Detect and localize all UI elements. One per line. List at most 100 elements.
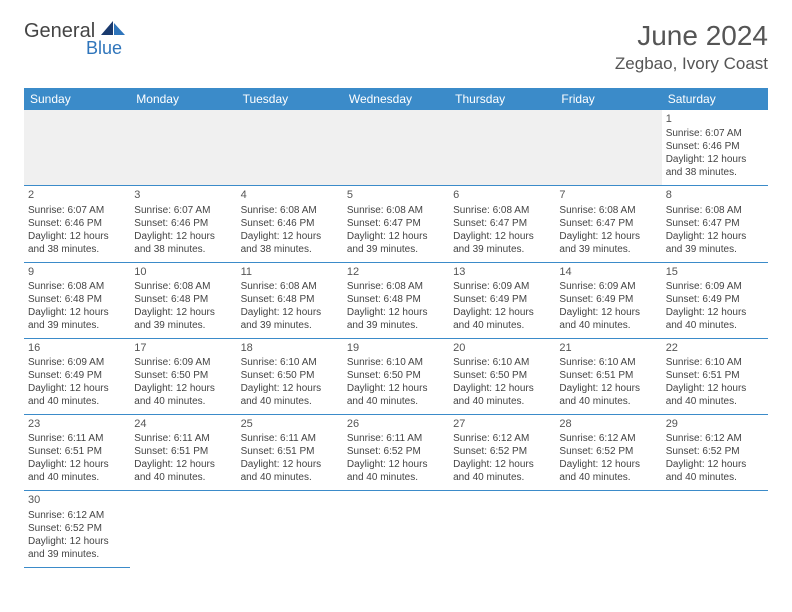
location-label: Zegbao, Ivory Coast — [615, 54, 768, 74]
day-number: 20 — [453, 341, 551, 355]
sunrise-line: Sunrise: 6:08 AM — [134, 280, 232, 293]
daylight-line: Daylight: 12 hours and 39 minutes. — [347, 306, 445, 332]
sunrise-line: Sunrise: 6:09 AM — [453, 280, 551, 293]
day-number: 16 — [28, 341, 126, 355]
sunrise-line: Sunrise: 6:09 AM — [666, 280, 764, 293]
sunrise-line: Sunrise: 6:10 AM — [453, 356, 551, 369]
dayname-header: Monday — [130, 88, 236, 110]
day-cell: 3Sunrise: 6:07 AMSunset: 6:46 PMDaylight… — [130, 186, 236, 262]
daylight-line: Daylight: 12 hours and 39 minutes. — [28, 306, 126, 332]
day-cell: 20Sunrise: 6:10 AMSunset: 6:50 PMDayligh… — [449, 338, 555, 414]
day-cell: 7Sunrise: 6:08 AMSunset: 6:47 PMDaylight… — [555, 186, 661, 262]
day-cell: 15Sunrise: 6:09 AMSunset: 6:49 PMDayligh… — [662, 262, 768, 338]
sunrise-line: Sunrise: 6:08 AM — [28, 280, 126, 293]
dayname-header: Wednesday — [343, 88, 449, 110]
daylight-line: Daylight: 12 hours and 39 minutes. — [241, 306, 339, 332]
sunrise-line: Sunrise: 6:10 AM — [559, 356, 657, 369]
sunset-line: Sunset: 6:51 PM — [666, 369, 764, 382]
day-number: 13 — [453, 265, 551, 279]
sunrise-line: Sunrise: 6:08 AM — [241, 280, 339, 293]
daylight-line: Daylight: 12 hours and 40 minutes. — [28, 458, 126, 484]
daylight-line: Daylight: 12 hours and 40 minutes. — [453, 382, 551, 408]
sunset-line: Sunset: 6:52 PM — [28, 522, 126, 535]
day-cell: 9Sunrise: 6:08 AMSunset: 6:48 PMDaylight… — [24, 262, 130, 338]
dayname-header: Sunday — [24, 88, 130, 110]
sunrise-line: Sunrise: 6:12 AM — [28, 509, 126, 522]
day-number: 29 — [666, 417, 764, 431]
daylight-line: Daylight: 12 hours and 40 minutes. — [666, 306, 764, 332]
calendar-row: 23Sunrise: 6:11 AMSunset: 6:51 PMDayligh… — [24, 415, 768, 491]
calendar-row: 2Sunrise: 6:07 AMSunset: 6:46 PMDaylight… — [24, 186, 768, 262]
day-number: 15 — [666, 265, 764, 279]
daylight-line: Daylight: 12 hours and 40 minutes. — [559, 382, 657, 408]
sunrise-line: Sunrise: 6:08 AM — [666, 204, 764, 217]
daylight-line: Daylight: 12 hours and 39 minutes. — [134, 306, 232, 332]
sunrise-line: Sunrise: 6:10 AM — [347, 356, 445, 369]
calendar-row: 16Sunrise: 6:09 AMSunset: 6:49 PMDayligh… — [24, 338, 768, 414]
sunset-line: Sunset: 6:47 PM — [453, 217, 551, 230]
daylight-line: Daylight: 12 hours and 40 minutes. — [559, 306, 657, 332]
day-number: 8 — [666, 188, 764, 202]
day-cell: 25Sunrise: 6:11 AMSunset: 6:51 PMDayligh… — [237, 415, 343, 491]
daylight-line: Daylight: 12 hours and 40 minutes. — [453, 306, 551, 332]
daylight-line: Daylight: 12 hours and 38 minutes. — [134, 230, 232, 256]
empty-cell — [343, 491, 449, 567]
calendar-row: 1Sunrise: 6:07 AMSunset: 6:46 PMDaylight… — [24, 110, 768, 186]
sunset-line: Sunset: 6:46 PM — [134, 217, 232, 230]
sunrise-line: Sunrise: 6:08 AM — [453, 204, 551, 217]
sunset-line: Sunset: 6:49 PM — [559, 293, 657, 306]
day-cell: 11Sunrise: 6:08 AMSunset: 6:48 PMDayligh… — [237, 262, 343, 338]
day-cell: 19Sunrise: 6:10 AMSunset: 6:50 PMDayligh… — [343, 338, 449, 414]
dayname-header: Tuesday — [237, 88, 343, 110]
daylight-line: Daylight: 12 hours and 40 minutes. — [28, 382, 126, 408]
day-cell: 2Sunrise: 6:07 AMSunset: 6:46 PMDaylight… — [24, 186, 130, 262]
calendar-table: SundayMondayTuesdayWednesdayThursdayFrid… — [24, 88, 768, 568]
day-number: 7 — [559, 188, 657, 202]
day-number: 9 — [28, 265, 126, 279]
sunset-line: Sunset: 6:50 PM — [347, 369, 445, 382]
day-number: 24 — [134, 417, 232, 431]
daylight-line: Daylight: 12 hours and 38 minutes. — [666, 153, 764, 179]
sunrise-line: Sunrise: 6:07 AM — [28, 204, 126, 217]
dayname-header: Thursday — [449, 88, 555, 110]
daylight-line: Daylight: 12 hours and 40 minutes. — [559, 458, 657, 484]
empty-cell — [343, 110, 449, 186]
sunset-line: Sunset: 6:51 PM — [559, 369, 657, 382]
day-cell: 4Sunrise: 6:08 AMSunset: 6:46 PMDaylight… — [237, 186, 343, 262]
daylight-line: Daylight: 12 hours and 40 minutes. — [347, 458, 445, 484]
sunrise-line: Sunrise: 6:08 AM — [241, 204, 339, 217]
sunset-line: Sunset: 6:51 PM — [241, 445, 339, 458]
day-number: 12 — [347, 265, 445, 279]
sunset-line: Sunset: 6:51 PM — [134, 445, 232, 458]
sunset-line: Sunset: 6:46 PM — [28, 217, 126, 230]
sunset-line: Sunset: 6:46 PM — [241, 217, 339, 230]
sunrise-line: Sunrise: 6:09 AM — [559, 280, 657, 293]
day-cell: 8Sunrise: 6:08 AMSunset: 6:47 PMDaylight… — [662, 186, 768, 262]
calendar-head: SundayMondayTuesdayWednesdayThursdayFrid… — [24, 88, 768, 110]
sunrise-line: Sunrise: 6:08 AM — [347, 204, 445, 217]
page-header: General Blue June 2024 Zegbao, Ivory Coa… — [24, 20, 768, 74]
empty-cell — [24, 110, 130, 186]
day-number: 23 — [28, 417, 126, 431]
day-cell: 17Sunrise: 6:09 AMSunset: 6:50 PMDayligh… — [130, 338, 236, 414]
sunset-line: Sunset: 6:48 PM — [134, 293, 232, 306]
sunset-line: Sunset: 6:49 PM — [453, 293, 551, 306]
sunset-line: Sunset: 6:48 PM — [241, 293, 339, 306]
day-cell: 23Sunrise: 6:11 AMSunset: 6:51 PMDayligh… — [24, 415, 130, 491]
title-block: June 2024 Zegbao, Ivory Coast — [615, 20, 768, 74]
day-cell: 22Sunrise: 6:10 AMSunset: 6:51 PMDayligh… — [662, 338, 768, 414]
empty-cell — [662, 491, 768, 567]
day-number: 14 — [559, 265, 657, 279]
day-number: 19 — [347, 341, 445, 355]
sunset-line: Sunset: 6:50 PM — [241, 369, 339, 382]
sunset-line: Sunset: 6:52 PM — [453, 445, 551, 458]
sunrise-line: Sunrise: 6:08 AM — [559, 204, 657, 217]
daylight-line: Daylight: 12 hours and 39 minutes. — [453, 230, 551, 256]
daylight-line: Daylight: 12 hours and 40 minutes. — [347, 382, 445, 408]
sunset-line: Sunset: 6:47 PM — [666, 217, 764, 230]
sunset-line: Sunset: 6:52 PM — [666, 445, 764, 458]
day-number: 18 — [241, 341, 339, 355]
sunrise-line: Sunrise: 6:10 AM — [666, 356, 764, 369]
day-cell: 18Sunrise: 6:10 AMSunset: 6:50 PMDayligh… — [237, 338, 343, 414]
sunrise-line: Sunrise: 6:09 AM — [28, 356, 126, 369]
